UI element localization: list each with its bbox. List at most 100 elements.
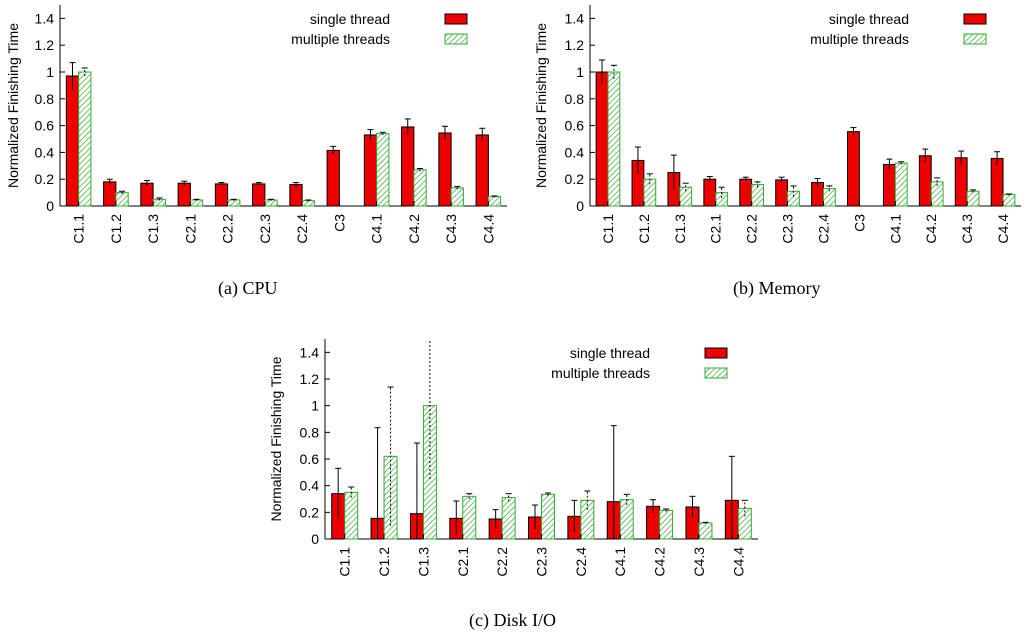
bar-single-thread [103, 181, 117, 207]
x-tick-label: C2.4 [294, 214, 310, 244]
x-tick-label: C3 [331, 214, 347, 232]
x-tick-label: C1.3 [672, 214, 688, 244]
y-tick-label: 0.6 [565, 118, 585, 134]
legend-label-single-thread: single thread [570, 345, 650, 361]
bar-single-thread [214, 183, 229, 207]
bar-multiple-threads [580, 499, 595, 540]
chart-disk-io: 0 0.2 0.4 0.6 0.8 1 1.2 1.4 Normalized Finishing… [268, 339, 758, 577]
y-tick-label: 0 [311, 531, 319, 547]
x-tick-label: C4.2 [923, 214, 939, 244]
x-tick-label: C2.3 [780, 214, 796, 244]
bar-multiple-threads [78, 71, 92, 207]
legend-swatch-single-thread [704, 347, 728, 359]
y-tick-label: 0.8 [300, 424, 320, 440]
bar-single-thread [252, 183, 266, 207]
y-tick-label: 0.2 [565, 171, 585, 187]
bar-multiple-threads [487, 196, 502, 207]
bar-single-thread [177, 182, 191, 207]
x-tick-label: C2.2 [220, 214, 236, 244]
bar-single-thread [739, 178, 753, 207]
bar-single-thread [847, 131, 860, 207]
y-axis-label: Normalized Finishing Time [268, 356, 284, 521]
x-tick-label: C4.3 [443, 214, 459, 244]
y-tick-label: 1.4 [565, 10, 585, 26]
x-tick-label: C2.4 [573, 547, 589, 577]
x-tick-label: C4.2 [406, 214, 422, 244]
x-tick-label: C1.2 [636, 214, 652, 244]
bar-multiple-threads [413, 169, 427, 207]
legend-label-multiple-threads: multiple threads [810, 31, 909, 47]
x-tick-label: C1.2 [108, 214, 124, 244]
y-tick-label: 1.2 [300, 371, 320, 387]
bar-single-thread [289, 184, 303, 207]
bar-multiple-threads [264, 199, 278, 207]
y-tick-label: 1.4 [300, 344, 320, 360]
y-tick-label: 0.6 [35, 118, 55, 134]
bar-multiple-threads [376, 133, 390, 207]
x-tick-label: C2.1 [455, 547, 471, 577]
x-tick-label: C4.1 [369, 214, 385, 244]
bar-multiple-threads [715, 192, 729, 207]
y-tick-label: 0.8 [565, 91, 585, 107]
chart-cpu: 0 0.2 0.4 0.6 0.8 1 1.2 1.4 Normalized Finishing… [5, 5, 507, 244]
bar-multiple-threads [751, 184, 764, 207]
bar-multiple-threads [787, 190, 800, 207]
y-tick-label: 1 [46, 64, 54, 80]
x-tick-label: C1.1 [71, 214, 87, 244]
x-tick-label: C4.1 [887, 214, 903, 244]
x-tick-label: C4.3 [691, 547, 707, 577]
y-tick-label: 0 [46, 198, 54, 214]
y-tick-label: 0.4 [35, 144, 55, 160]
caption-disk-io: (c) Disk I/O [469, 610, 556, 630]
bar-multiple-threads [462, 495, 477, 540]
bar-multiple-threads [344, 491, 359, 540]
legend-label-single-thread: single thread [829, 11, 909, 27]
x-tick-label: C2.1 [182, 214, 198, 244]
bar-multiple-threads [301, 200, 315, 207]
legend-label-multiple-threads: multiple threads [551, 365, 650, 381]
bar-multiple-threads [659, 509, 674, 540]
x-tick-label: C2.3 [534, 547, 550, 577]
bar-single-thread [140, 182, 154, 207]
legend-swatch-multiple-threads [444, 33, 468, 45]
x-tick-label: C1.1 [600, 214, 616, 244]
bar-multiple-threads [189, 199, 204, 207]
y-tick-label: 1 [311, 398, 319, 414]
x-tick-label: C1.2 [376, 547, 392, 577]
bar-single-thread [475, 134, 489, 207]
bar-single-thread [363, 134, 378, 207]
bar-single-thread [954, 157, 968, 207]
x-tick-label: C1.1 [337, 547, 353, 577]
y-tick-label: 1.2 [565, 37, 585, 53]
bar-multiple-threads [737, 507, 752, 540]
bar-multiple-threads [607, 71, 621, 207]
bar-single-thread [65, 75, 80, 207]
y-tick-label: 0.4 [300, 478, 320, 494]
bar-multiple-threads [698, 522, 713, 540]
y-tick-label: 0.4 [565, 144, 585, 160]
bar-single-thread [326, 149, 340, 207]
bar-single-thread [990, 157, 1004, 207]
bar-multiple-threads [541, 493, 555, 540]
x-tick-label: C1.3 [145, 214, 161, 244]
bar-multiple-threads [450, 187, 464, 207]
y-tick-label: 0 [576, 198, 584, 214]
legend-swatch-multiple-threads [963, 33, 987, 45]
bar-single-thread [775, 179, 789, 207]
x-tick-label: C4.2 [652, 547, 668, 577]
bar-single-thread [882, 163, 896, 207]
bar-multiple-threads [501, 497, 516, 540]
caption-memory: (b) Memory [733, 278, 821, 298]
x-tick-label: C2.1 [708, 214, 724, 244]
bar-multiple-threads [115, 192, 129, 207]
y-tick-label: 1 [576, 64, 584, 80]
y-axis-label: Normalized Finishing Time [533, 23, 549, 188]
legend-swatch-single-thread [963, 13, 987, 25]
x-tick-label: C2.3 [257, 214, 273, 244]
y-tick-label: 0.2 [35, 171, 55, 187]
chart-memory: 0 0.2 0.4 0.6 0.8 1 1.2 1.4 Normalized Finishing… [533, 5, 1021, 244]
y-tick-label: 0.8 [35, 91, 55, 107]
x-tick-label: C1.3 [415, 547, 431, 577]
bar-single-thread [703, 178, 717, 207]
